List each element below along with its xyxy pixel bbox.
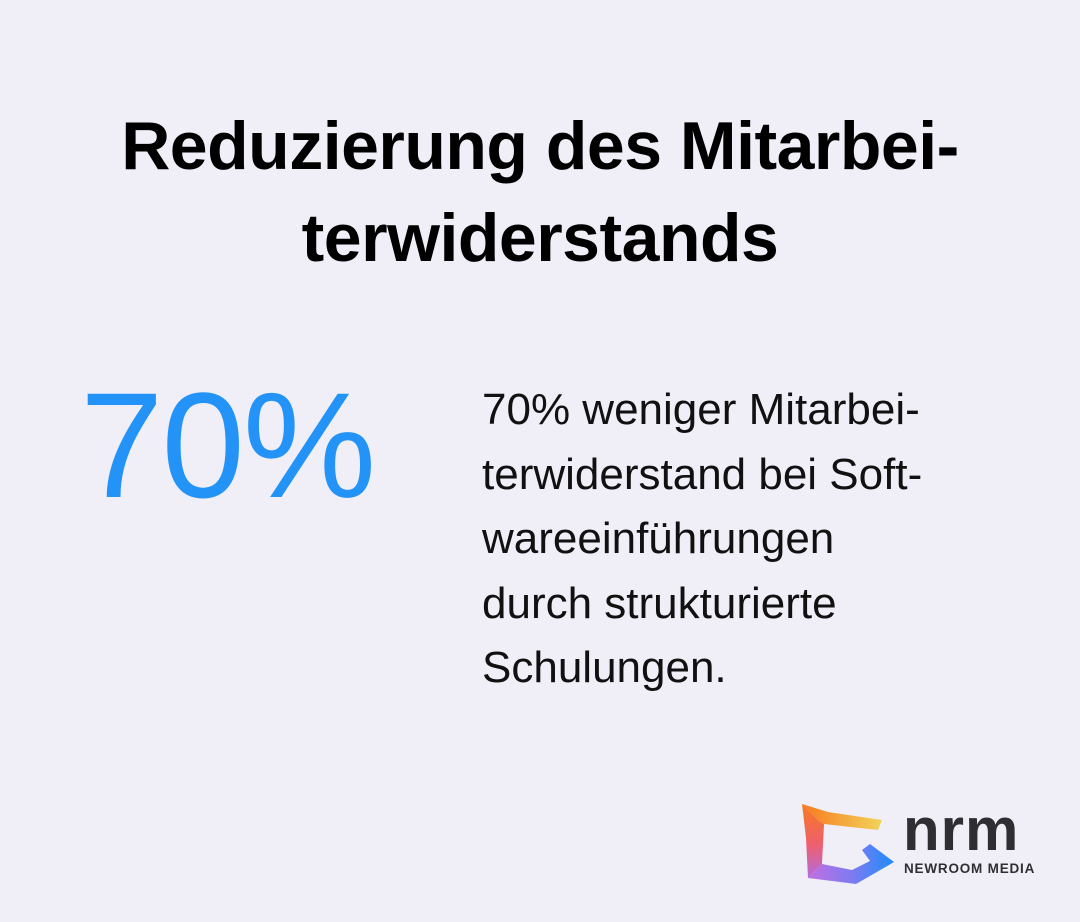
stat-description: 70% weniger Mitarbei- terwiderstand bei …	[482, 378, 1022, 701]
logo-wordmark: nrm	[903, 796, 1020, 863]
description-line-5: Schulungen.	[482, 643, 727, 692]
description-line-3: wareeinführungen	[482, 514, 835, 563]
description-line-1: 70% weniger Mitarbei-	[482, 385, 920, 434]
description-line-2: terwiderstand bei Soft-	[482, 449, 923, 499]
description-line-4: durch strukturierte	[482, 578, 837, 628]
logo-subtitle: NEWROOM MEDIA	[904, 861, 1036, 876]
stat-value: 70%	[80, 361, 376, 529]
title-line-1: Reduzierung des Mitarbei-	[121, 108, 959, 184]
page-title: Reduzierung des Mitarbei- terwiderstands	[0, 100, 1080, 284]
title-line-2: terwiderstands	[301, 200, 779, 276]
brand-logo: nrm NEWROOM MEDIA	[798, 798, 1058, 888]
nrm-logo-mark-icon	[802, 804, 894, 884]
